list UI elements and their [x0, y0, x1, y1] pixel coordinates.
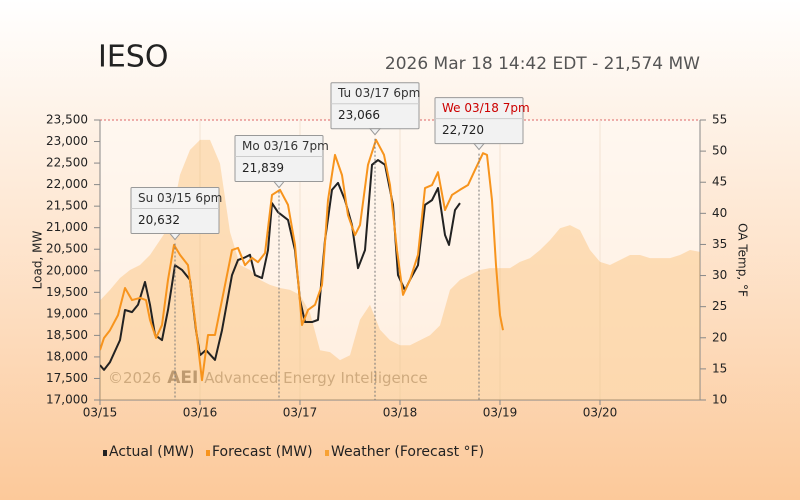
watermark: ©2026 AEI Advanced Energy Intelligence [108, 368, 428, 388]
x-tick-label: 03/20 [583, 406, 618, 420]
chart-subtitle: 2026 Mar 18 14:42 EDT - 21,574 MW [385, 54, 700, 74]
y-tick-label: 20,000 [46, 263, 88, 277]
weather-area [100, 139, 700, 400]
tooltip-pointer [168, 233, 182, 241]
legend-label: Weather (Forecast °F) [331, 444, 484, 460]
y2-axis-label: OA Temp, °F [736, 223, 750, 297]
chart-title: IESO [98, 40, 168, 75]
tooltip-value: 22,720 [442, 123, 484, 137]
tooltip-value: 23,066 [338, 108, 380, 122]
y2-tick-label: 15 [712, 361, 727, 375]
legend-swatch [206, 450, 210, 456]
legend-swatch [103, 450, 107, 456]
tooltip-label: Mo 03/16 7pm [242, 139, 329, 153]
y-tick-label: 18,500 [46, 328, 88, 342]
y-tick-label: 20,500 [46, 242, 88, 256]
tooltip-label: Su 03/15 6pm [138, 191, 222, 205]
y2-tick-label: 25 [712, 299, 727, 313]
x-tick-label: 03/18 [383, 406, 418, 420]
y-tick-label: 22,500 [46, 156, 88, 170]
y2-tick-label: 40 [712, 206, 727, 220]
y-tick-label: 21,000 [46, 220, 88, 234]
y2-tick-label: 10 [712, 393, 727, 407]
y-tick-label: 19,000 [46, 306, 88, 320]
tooltip-pointer [368, 128, 382, 136]
y-tick-label: 17,500 [46, 371, 88, 385]
legend-label: Forecast (MW) [212, 444, 313, 460]
y2-tick-label: 35 [712, 237, 727, 251]
series-layer [100, 138, 700, 400]
y-tick-label: 19,500 [46, 285, 88, 299]
x-tick-label: 03/16 [183, 406, 218, 420]
legend-swatch [325, 450, 329, 456]
legend-label: Actual (MW) [109, 444, 194, 460]
tooltip-label: We 03/18 7pm [442, 101, 530, 115]
y-tick-label: 17,000 [46, 393, 88, 407]
tooltip-pointer [472, 143, 486, 151]
y-axis-label: Load, MW [31, 231, 45, 290]
y2-tick-label: 55 [712, 113, 727, 127]
x-tick-label: 03/17 [283, 406, 318, 420]
y-tick-label: 21,500 [46, 199, 88, 213]
tooltip-label: Tu 03/17 6pm [337, 86, 420, 100]
y-tick-label: 23,500 [46, 113, 88, 127]
y-tick-label: 23,000 [46, 134, 88, 148]
x-tick-label: 03/15 [83, 406, 118, 420]
x-tick-label: 03/19 [483, 406, 518, 420]
series-line [100, 138, 504, 382]
y2-tick-label: 20 [712, 330, 727, 344]
y2-tick-label: 30 [712, 268, 727, 282]
tooltip-pointer [272, 181, 286, 189]
watermark-part: ©2026 [108, 369, 161, 387]
tooltip-value: 21,839 [242, 161, 284, 175]
tooltip-value: 20,632 [138, 213, 180, 227]
y2-tick-label: 45 [712, 175, 727, 189]
y-tick-label: 18,000 [46, 349, 88, 363]
watermark-part: Advanced Energy Intelligence [204, 369, 427, 387]
y-tick-label: 22,000 [46, 177, 88, 191]
y2-tick-label: 50 [712, 144, 727, 158]
